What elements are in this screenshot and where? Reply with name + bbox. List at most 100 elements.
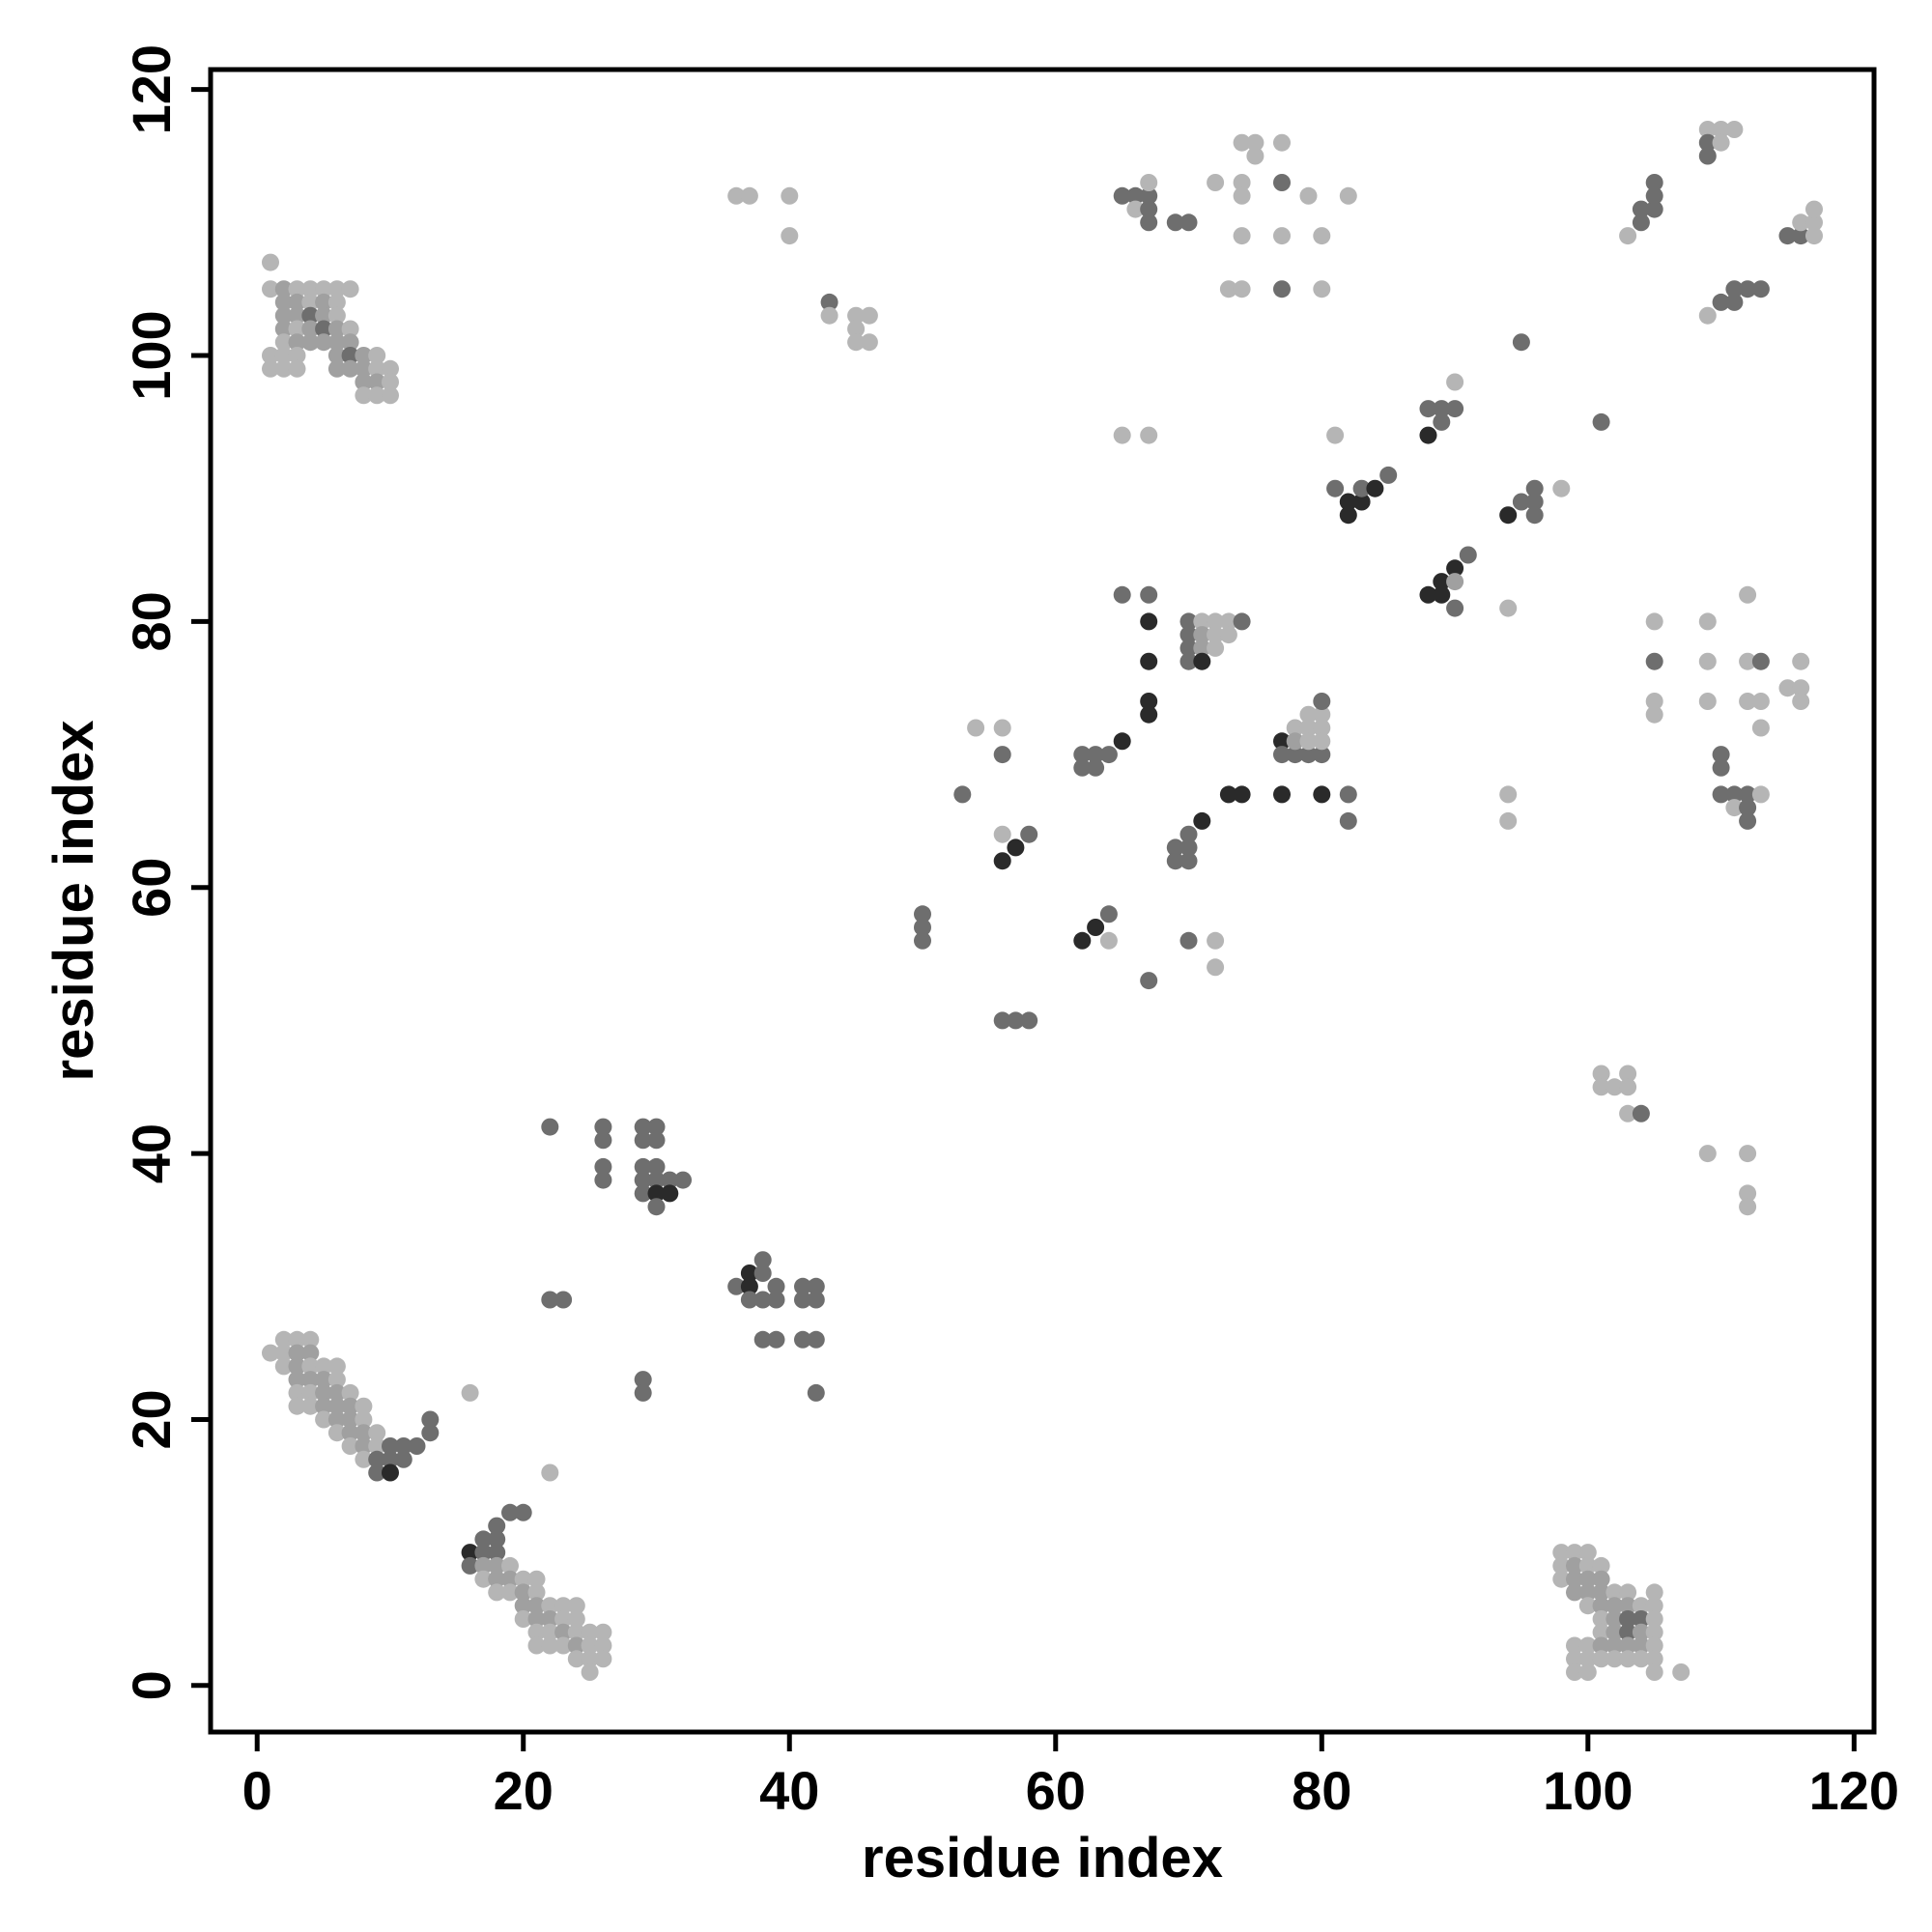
contact-point bbox=[1645, 1663, 1663, 1681]
contact-point bbox=[1566, 1650, 1583, 1668]
contact-point bbox=[1499, 506, 1518, 525]
contact-point bbox=[1592, 1623, 1610, 1641]
contact-point bbox=[1207, 958, 1225, 977]
contact-point bbox=[327, 1410, 346, 1429]
contact-point bbox=[1592, 1570, 1610, 1588]
contact-point bbox=[767, 1330, 785, 1349]
contact-point bbox=[301, 1383, 320, 1402]
contact-point bbox=[1632, 1597, 1650, 1615]
contact-point bbox=[1113, 186, 1131, 205]
contact-point bbox=[1725, 799, 1744, 817]
contact-point bbox=[1751, 280, 1770, 298]
contact-point bbox=[554, 1636, 573, 1655]
contact-point bbox=[1739, 280, 1757, 298]
contact-point bbox=[1619, 1104, 1637, 1122]
contact-point bbox=[1645, 612, 1663, 631]
contact-point bbox=[368, 1450, 386, 1468]
contact-point bbox=[1739, 1198, 1757, 1216]
contact-point bbox=[301, 293, 320, 311]
contact-point bbox=[1299, 186, 1318, 205]
contact-point bbox=[914, 931, 931, 950]
contact-point bbox=[1299, 719, 1318, 737]
contact-point bbox=[634, 1184, 652, 1203]
contact-point bbox=[1339, 493, 1357, 511]
contact-point bbox=[527, 1597, 546, 1615]
contact-point bbox=[1712, 121, 1730, 138]
contact-point bbox=[327, 293, 346, 311]
contact-point bbox=[1313, 693, 1331, 710]
contact-point bbox=[1193, 626, 1211, 644]
contact-point bbox=[567, 1636, 585, 1655]
contact-point bbox=[474, 1544, 493, 1562]
contact-point bbox=[274, 1344, 293, 1362]
contact-point bbox=[860, 333, 878, 352]
contact-point bbox=[1313, 227, 1331, 245]
contact-point bbox=[1739, 1145, 1757, 1163]
contact-point bbox=[368, 359, 386, 378]
contact-point bbox=[993, 746, 1011, 764]
contact-point bbox=[1179, 838, 1198, 857]
contact-point bbox=[594, 1118, 612, 1136]
contact-point bbox=[368, 1424, 386, 1442]
contact-point bbox=[1339, 186, 1357, 205]
contact-point bbox=[274, 1357, 293, 1376]
contact-point bbox=[1645, 1610, 1663, 1628]
contact-point bbox=[1778, 227, 1797, 245]
contact-point bbox=[1739, 585, 1757, 604]
contact-point bbox=[1233, 612, 1251, 631]
contact-point bbox=[1751, 719, 1770, 737]
contact-point bbox=[327, 1397, 346, 1415]
contact-point bbox=[382, 386, 399, 405]
contact-point bbox=[1273, 732, 1291, 751]
contact-point bbox=[1020, 1011, 1038, 1030]
contact-point bbox=[1619, 1636, 1637, 1655]
contact-point bbox=[1592, 1597, 1610, 1615]
contact-point bbox=[288, 293, 306, 311]
contact-point bbox=[1352, 479, 1371, 497]
contact-point bbox=[368, 1463, 386, 1482]
contact-point bbox=[1179, 612, 1198, 631]
contact-point bbox=[1166, 213, 1184, 232]
contact-point bbox=[327, 1383, 346, 1402]
contact-point bbox=[355, 1424, 373, 1442]
contact-point bbox=[288, 320, 306, 338]
contact-point bbox=[1632, 213, 1650, 232]
contact-point bbox=[527, 1583, 546, 1602]
contact-point bbox=[554, 1623, 573, 1641]
contact-point bbox=[1712, 758, 1730, 777]
plot-frame bbox=[208, 67, 1877, 1735]
contact-point bbox=[820, 293, 838, 311]
contact-point bbox=[727, 1277, 746, 1295]
contact-point bbox=[1313, 719, 1331, 737]
contact-point bbox=[1286, 746, 1304, 764]
contact-point bbox=[315, 1371, 333, 1389]
contact-point bbox=[1645, 1583, 1663, 1602]
contact-point bbox=[341, 1410, 359, 1429]
contact-point bbox=[1313, 732, 1331, 751]
contact-point bbox=[488, 1517, 506, 1535]
contact-point bbox=[740, 1264, 758, 1282]
contact-point bbox=[315, 1383, 333, 1402]
contact-point bbox=[1619, 1065, 1637, 1083]
contact-point bbox=[1698, 121, 1717, 138]
contact-point bbox=[1193, 612, 1211, 631]
contact-point bbox=[1313, 785, 1331, 804]
contact-point bbox=[1632, 1104, 1650, 1122]
contact-point bbox=[541, 1118, 559, 1136]
contact-point bbox=[327, 1371, 346, 1389]
contact-point bbox=[567, 1650, 585, 1668]
contact-point bbox=[1512, 333, 1530, 352]
contact-point bbox=[740, 1291, 758, 1309]
contact-point bbox=[1566, 1663, 1583, 1681]
contact-point bbox=[581, 1663, 599, 1681]
contact-point bbox=[1433, 585, 1451, 604]
contact-point bbox=[1419, 585, 1437, 604]
contact-point bbox=[1632, 200, 1650, 218]
contact-point bbox=[794, 1330, 811, 1349]
contact-point bbox=[993, 852, 1011, 870]
contact-point bbox=[1592, 1650, 1610, 1668]
contact-point bbox=[274, 347, 293, 364]
contact-point bbox=[1299, 746, 1318, 764]
contact-point bbox=[674, 1171, 692, 1189]
contact-point bbox=[767, 1277, 785, 1295]
